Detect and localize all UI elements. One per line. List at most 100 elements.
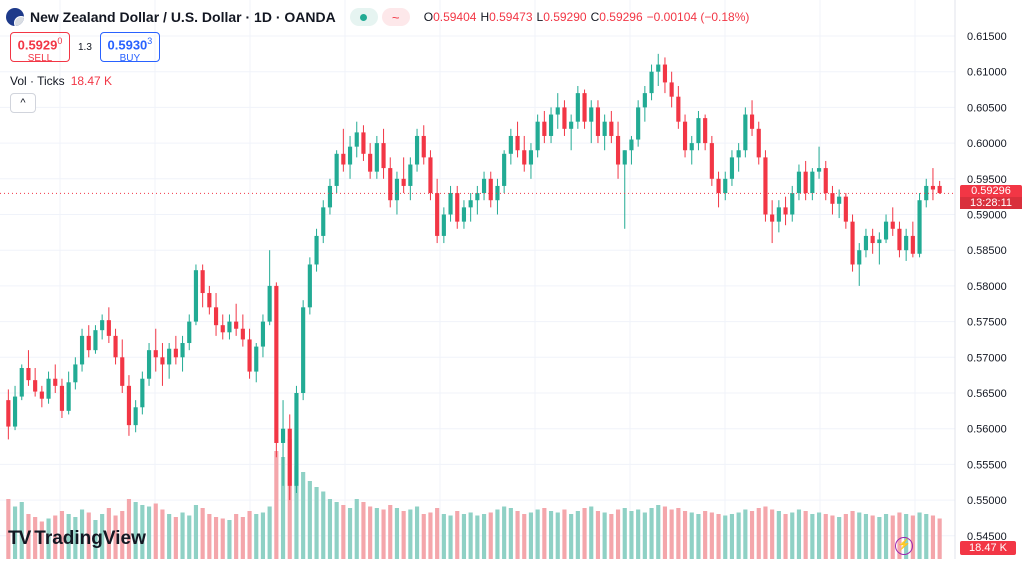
volume-bar bbox=[361, 502, 366, 559]
candle-body bbox=[575, 93, 580, 122]
volume-bar bbox=[743, 509, 748, 559]
volume-bar bbox=[481, 514, 487, 559]
volume-bar bbox=[622, 508, 627, 559]
candle-body bbox=[461, 207, 467, 222]
volume-bar bbox=[461, 514, 467, 559]
candle-body bbox=[6, 400, 11, 427]
volume-bar bbox=[79, 509, 85, 559]
volume-bar bbox=[850, 511, 855, 559]
volume-value: 18.47 K bbox=[70, 74, 113, 88]
volume-bar bbox=[86, 512, 91, 559]
candle-body bbox=[106, 320, 111, 336]
candle-body bbox=[917, 200, 922, 254]
volume-bar bbox=[19, 502, 24, 559]
volume-bar bbox=[770, 509, 775, 559]
volume-legend[interactable]: Vol · Ticks 18.47 K bbox=[10, 74, 112, 88]
bar-countdown: 13:28:11 bbox=[960, 197, 1022, 210]
price-tick-label: 0.60000 bbox=[967, 138, 1007, 150]
candle-body bbox=[187, 321, 192, 344]
status-pills: ~ bbox=[349, 8, 410, 26]
volume-bar bbox=[863, 514, 869, 559]
tradingview-logo-icon: TV bbox=[8, 528, 31, 549]
trade-buttons: 0.59290 SELL 1.3 0.59303 BUY bbox=[10, 32, 160, 64]
buy-button[interactable]: 0.59303 BUY bbox=[99, 32, 160, 64]
candle-body bbox=[73, 364, 78, 383]
candle-body bbox=[924, 185, 929, 201]
candle-body bbox=[622, 150, 627, 165]
candle-body bbox=[696, 118, 701, 144]
candle-body bbox=[770, 214, 775, 222]
volume-bar bbox=[468, 512, 473, 559]
volume-bar bbox=[240, 517, 245, 559]
volume-bar bbox=[133, 502, 138, 559]
volume-bar bbox=[441, 514, 446, 559]
candle-body bbox=[421, 135, 426, 158]
candle-body bbox=[53, 378, 58, 386]
candle-body bbox=[629, 139, 634, 151]
volume-bar bbox=[723, 515, 728, 559]
candle-body bbox=[294, 393, 299, 486]
volume-bar bbox=[696, 514, 701, 559]
volume-bar bbox=[649, 508, 654, 559]
volume-bar bbox=[448, 515, 453, 559]
volume-bar bbox=[629, 511, 634, 559]
volume-bar bbox=[334, 502, 339, 559]
wave-icon[interactable]: ~ bbox=[381, 8, 410, 26]
price-tick-label: 0.61500 bbox=[967, 31, 1007, 43]
volume-bar bbox=[709, 512, 714, 559]
volume-bar bbox=[213, 517, 219, 559]
volume-bar bbox=[66, 514, 71, 559]
candle-body bbox=[656, 64, 661, 72]
market-open-icon[interactable] bbox=[349, 8, 378, 26]
volume-bar bbox=[26, 514, 31, 559]
volume-bar bbox=[535, 509, 540, 559]
tradingview-logo[interactable]: TV TradingView bbox=[8, 528, 146, 550]
volume-bar bbox=[381, 509, 386, 559]
volume-bar bbox=[937, 518, 942, 559]
candle-body bbox=[609, 121, 614, 136]
candle-body bbox=[126, 385, 132, 426]
volume-bar bbox=[160, 509, 165, 559]
volume-bar bbox=[341, 505, 346, 559]
candle-body bbox=[816, 168, 822, 172]
volume-bar bbox=[274, 451, 279, 559]
volume-bar bbox=[776, 511, 781, 559]
volume-bar bbox=[495, 509, 500, 559]
collapse-button[interactable]: ^ bbox=[10, 93, 36, 113]
sell-button[interactable]: 0.59290 SELL bbox=[10, 32, 70, 64]
volume-bar bbox=[783, 514, 788, 559]
volume-bar bbox=[120, 511, 125, 559]
candle-body bbox=[207, 293, 212, 308]
price-tick-label: 0.55500 bbox=[967, 459, 1007, 471]
bolt-icon[interactable]: ⚡ bbox=[895, 537, 913, 555]
candle-body bbox=[388, 168, 393, 201]
candle-body bbox=[749, 114, 755, 129]
candle-body bbox=[897, 228, 902, 251]
candle-body bbox=[401, 178, 406, 186]
candle-body bbox=[140, 378, 145, 408]
volume-bar bbox=[421, 514, 426, 559]
volume-bar bbox=[475, 515, 480, 559]
price-tick-label: 0.55000 bbox=[967, 495, 1007, 507]
volume-bar bbox=[307, 481, 312, 559]
candle-body bbox=[850, 221, 855, 265]
last-price-label: 0.59296 13:28:11 bbox=[960, 185, 1022, 210]
candle-body bbox=[589, 107, 594, 122]
candle-body bbox=[133, 407, 138, 426]
volume-bar bbox=[146, 506, 152, 559]
volume-bar bbox=[803, 511, 808, 559]
candle-body bbox=[327, 185, 333, 208]
candle-body bbox=[522, 150, 527, 165]
volume-bar bbox=[267, 506, 272, 559]
candle-body bbox=[743, 114, 748, 151]
volume-bar bbox=[522, 514, 527, 559]
volume-bar bbox=[388, 505, 393, 559]
candle-body bbox=[307, 264, 312, 308]
candle-body bbox=[595, 107, 601, 136]
volume-bar bbox=[682, 511, 688, 559]
symbol-title[interactable]: New Zealand Dollar / U.S. Dollar · 1D · … bbox=[30, 9, 336, 25]
candle-body bbox=[33, 380, 38, 392]
candle-body bbox=[756, 128, 761, 158]
